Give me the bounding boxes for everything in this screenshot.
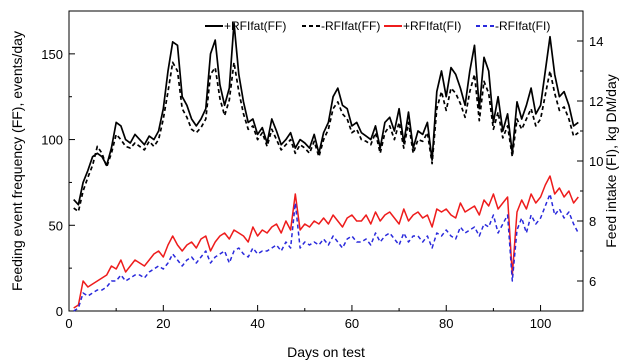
left-y-axis-title: Feeding event frequency (FF), events/day	[9, 31, 25, 291]
series-line-rfifat-fi	[73, 175, 579, 309]
x-tick-label: 20	[156, 316, 170, 331]
right-y-tick-label: 12	[589, 94, 603, 109]
plot-frame	[68, 10, 584, 312]
legend-label-rfifat-ff: -RFIfat(FF)	[321, 19, 380, 33]
legend: +RFIfat(FF) -RFIfat(FF) +RFIfat(FI) -RFIfat…	[205, 19, 550, 33]
left-y-tick-label: 50	[49, 218, 63, 233]
x-axis-title: Days on test	[287, 344, 365, 360]
series-line-rfifat-ff	[73, 61, 579, 213]
legend-label-rfifat-fi: +RFIfat(FI)	[403, 19, 461, 33]
axis-ticks: 0 20 40 60 80 100 0 50 100 150 6 8 10 12 14	[41, 34, 603, 331]
series-line-rfifat-fi	[73, 193, 579, 312]
right-y-tick-label: 8	[589, 214, 596, 229]
left-y-tick-label: 150	[41, 47, 63, 62]
x-tick-label: 80	[439, 316, 453, 331]
right-y-tick-label: 6	[589, 274, 596, 289]
left-y-tick-label: 100	[41, 133, 63, 148]
right-y-tick-label: 14	[589, 34, 603, 49]
right-y-tick-label: 10	[589, 154, 603, 169]
series-line-rfifat-ff	[73, 22, 579, 206]
left-y-tick-label: 0	[56, 304, 63, 319]
legend-label-rfifat-ff: +RFIfat(FF)	[224, 19, 286, 33]
series-layer	[73, 22, 579, 312]
x-tick-label: 100	[530, 316, 552, 331]
x-tick-label: 60	[345, 316, 359, 331]
right-y-axis-title: Feed intake (FI), kg DM/day	[603, 74, 619, 248]
legend-label-rfifat-fi: -RFIfat(FI)	[495, 19, 550, 33]
x-tick-label: 40	[250, 316, 264, 331]
x-tick-label: 0	[65, 316, 72, 331]
